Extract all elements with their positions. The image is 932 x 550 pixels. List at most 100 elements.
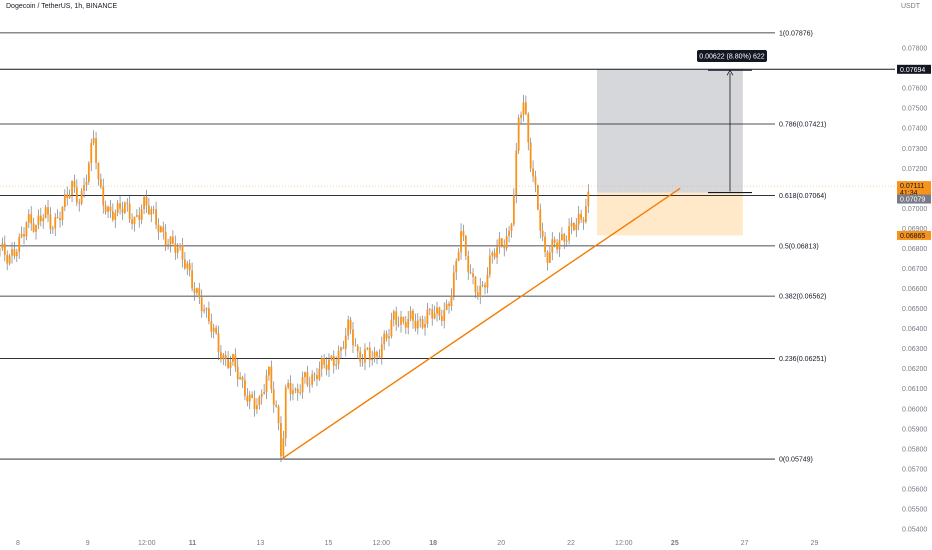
candle bbox=[371, 358, 374, 361]
candle bbox=[275, 404, 278, 407]
candle bbox=[133, 216, 136, 225]
candle bbox=[258, 396, 261, 406]
candle bbox=[544, 236, 546, 253]
candle bbox=[323, 358, 326, 365]
candle bbox=[8, 255, 11, 264]
y-tick-label: 0.07400 bbox=[902, 126, 927, 133]
chart-title: Dogecoin / TetherUS, 1h, BINANCE bbox=[6, 3, 118, 10]
candle bbox=[496, 247, 498, 258]
candle bbox=[92, 138, 95, 144]
candle bbox=[546, 252, 549, 263]
candle bbox=[388, 336, 390, 339]
candle bbox=[565, 240, 568, 242]
candle bbox=[500, 238, 503, 246]
candle bbox=[0, 248, 1, 250]
candle bbox=[241, 377, 244, 381]
candle bbox=[73, 181, 76, 188]
candle bbox=[248, 394, 251, 402]
price-tag-entry-text: 0.07079 bbox=[900, 197, 925, 204]
candle bbox=[572, 222, 575, 230]
candle bbox=[104, 205, 107, 212]
candle bbox=[35, 224, 37, 232]
candle bbox=[193, 288, 196, 293]
candle bbox=[366, 347, 369, 350]
candle bbox=[448, 303, 450, 307]
candle bbox=[438, 307, 441, 317]
candle bbox=[577, 213, 580, 225]
candle bbox=[376, 351, 378, 357]
candle bbox=[352, 329, 354, 346]
candle bbox=[20, 234, 23, 237]
candle bbox=[102, 186, 105, 206]
candle bbox=[457, 252, 460, 261]
x-tick-label: 12:00 bbox=[615, 540, 633, 547]
stop-zone bbox=[596, 192, 743, 236]
candle bbox=[484, 284, 486, 288]
candle bbox=[200, 297, 203, 312]
candle bbox=[529, 142, 532, 169]
candle bbox=[436, 307, 438, 314]
candle bbox=[587, 191, 590, 207]
y-tick-label: 0.06700 bbox=[902, 266, 927, 273]
candle bbox=[114, 212, 117, 220]
x-tick-label: 18 bbox=[429, 540, 437, 547]
y-tick-label: 0.06900 bbox=[902, 226, 927, 233]
candle bbox=[280, 423, 282, 457]
y-tick-label: 0.07300 bbox=[902, 146, 927, 153]
candle bbox=[419, 319, 422, 321]
candle bbox=[359, 351, 362, 362]
candle bbox=[44, 207, 47, 219]
candle bbox=[15, 251, 18, 257]
candle bbox=[224, 355, 227, 360]
price-tag-stop-text: 0.06865 bbox=[900, 233, 925, 240]
candle bbox=[198, 288, 201, 298]
y-tick-label: 0.05700 bbox=[902, 466, 927, 473]
x-tick-label: 9 bbox=[86, 540, 90, 547]
candle bbox=[116, 203, 119, 213]
candle bbox=[49, 214, 52, 230]
candle bbox=[239, 377, 242, 380]
candle bbox=[107, 206, 109, 212]
x-tick-label: 15 bbox=[325, 540, 333, 547]
candle bbox=[23, 234, 25, 237]
fib-label: 0.618(0.07064) bbox=[779, 193, 826, 200]
candle bbox=[488, 255, 491, 275]
candle bbox=[263, 391, 266, 394]
candle bbox=[584, 206, 587, 222]
candle bbox=[536, 184, 539, 210]
measure-label-bg bbox=[697, 50, 767, 62]
x-tick-label: 20 bbox=[497, 540, 505, 547]
candle bbox=[424, 324, 426, 328]
candle bbox=[282, 438, 285, 457]
candle bbox=[460, 231, 462, 253]
candle bbox=[63, 194, 66, 208]
candle bbox=[181, 245, 184, 260]
candle bbox=[313, 374, 316, 376]
candle bbox=[296, 388, 299, 393]
fib-label: 0.5(0.06813) bbox=[779, 243, 819, 250]
candle bbox=[510, 224, 513, 231]
candle bbox=[443, 310, 446, 321]
candle bbox=[80, 190, 83, 204]
candle bbox=[349, 319, 352, 330]
candle bbox=[392, 311, 395, 320]
candle bbox=[179, 245, 181, 248]
candle bbox=[246, 395, 249, 402]
candle bbox=[551, 239, 554, 253]
candle bbox=[145, 196, 148, 206]
candle bbox=[481, 284, 484, 286]
candle bbox=[462, 231, 465, 236]
candle bbox=[340, 347, 342, 351]
candle bbox=[71, 181, 73, 195]
candle bbox=[42, 218, 45, 222]
candle bbox=[556, 242, 558, 250]
candle bbox=[407, 318, 410, 328]
candle bbox=[292, 390, 294, 394]
candle bbox=[196, 288, 198, 293]
fib-label: 0.236(0.06251) bbox=[779, 356, 826, 363]
candle bbox=[126, 202, 129, 204]
candle bbox=[131, 219, 133, 225]
candle bbox=[491, 252, 494, 256]
y-tick-label: 0.06000 bbox=[902, 406, 927, 413]
